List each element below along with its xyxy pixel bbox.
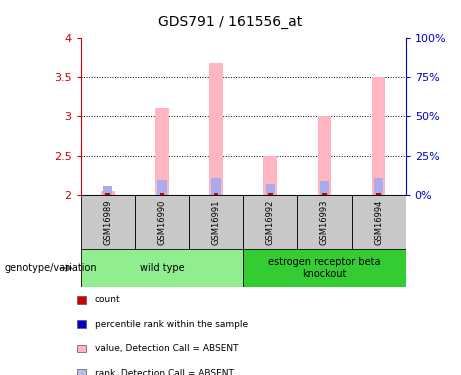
FancyBboxPatch shape bbox=[81, 195, 135, 249]
Text: GSM16990: GSM16990 bbox=[157, 200, 166, 245]
Bar bbox=[160, 193, 164, 195]
Text: percentile rank within the sample: percentile rank within the sample bbox=[95, 320, 248, 329]
Bar bbox=[266, 184, 275, 195]
Bar bbox=[77, 369, 86, 375]
FancyBboxPatch shape bbox=[243, 195, 297, 249]
Bar bbox=[77, 296, 86, 304]
Text: wild type: wild type bbox=[140, 263, 184, 273]
Bar bbox=[103, 186, 112, 195]
Bar bbox=[322, 193, 327, 195]
Bar bbox=[77, 345, 86, 352]
FancyBboxPatch shape bbox=[352, 195, 406, 249]
Text: GSM16992: GSM16992 bbox=[266, 200, 275, 245]
FancyBboxPatch shape bbox=[189, 195, 243, 249]
FancyBboxPatch shape bbox=[135, 195, 189, 249]
Bar bbox=[319, 181, 329, 195]
FancyBboxPatch shape bbox=[243, 249, 406, 287]
Bar bbox=[214, 193, 219, 195]
Bar bbox=[106, 193, 110, 195]
Bar bbox=[209, 63, 223, 195]
Text: GSM16989: GSM16989 bbox=[103, 200, 112, 245]
Bar bbox=[155, 108, 169, 195]
Bar bbox=[268, 193, 272, 195]
FancyBboxPatch shape bbox=[81, 249, 243, 287]
Text: GSM16994: GSM16994 bbox=[374, 200, 383, 245]
Bar bbox=[318, 116, 331, 195]
Text: rank, Detection Call = ABSENT: rank, Detection Call = ABSENT bbox=[95, 369, 233, 375]
Text: GSM16991: GSM16991 bbox=[212, 200, 221, 245]
Text: genotype/variation: genotype/variation bbox=[5, 263, 97, 273]
Bar bbox=[77, 320, 86, 328]
Text: estrogen receptor beta
knockout: estrogen receptor beta knockout bbox=[268, 257, 381, 279]
FancyBboxPatch shape bbox=[297, 195, 352, 249]
Bar bbox=[264, 156, 277, 195]
Text: value, Detection Call = ABSENT: value, Detection Call = ABSENT bbox=[95, 344, 238, 353]
Bar bbox=[101, 191, 114, 195]
Bar bbox=[374, 178, 384, 195]
Bar bbox=[211, 178, 221, 195]
Text: GDS791 / 161556_at: GDS791 / 161556_at bbox=[159, 15, 302, 29]
Bar bbox=[376, 193, 381, 195]
Text: GSM16993: GSM16993 bbox=[320, 200, 329, 245]
Text: count: count bbox=[95, 296, 120, 304]
Bar bbox=[372, 77, 385, 195]
Bar bbox=[157, 180, 167, 195]
